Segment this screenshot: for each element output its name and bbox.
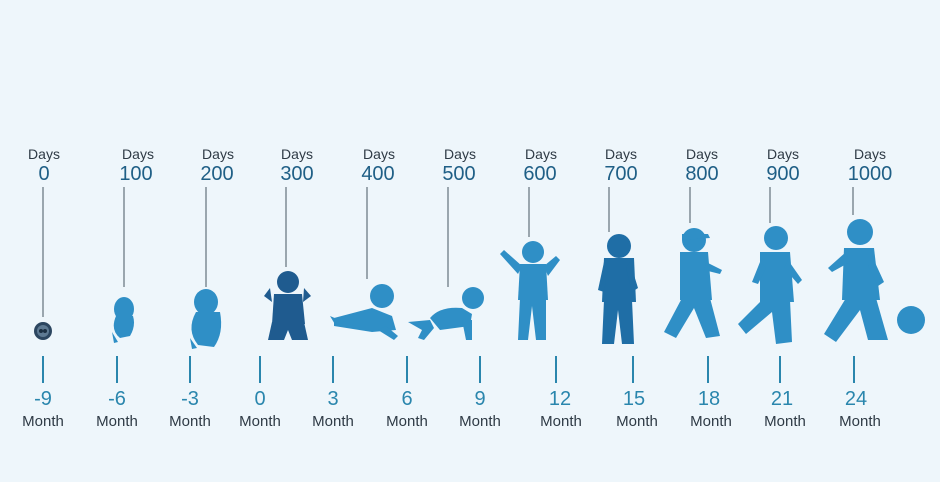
month-value: 0: [254, 388, 266, 410]
days-value: 700: [604, 163, 638, 185]
lying-baby-icon: [330, 284, 398, 340]
days-label: Days: [605, 146, 637, 162]
days-value: 1000: [847, 163, 893, 185]
days-value: 800: [685, 163, 719, 185]
day-connector-line: [447, 187, 449, 287]
month-value: -6: [108, 388, 126, 410]
day-connector-line: [285, 187, 287, 267]
days-value: 900: [766, 163, 800, 185]
days-value: 200: [200, 163, 234, 185]
month-label: Month: [459, 413, 501, 430]
month-label: Month: [839, 413, 881, 430]
month-value: 18: [697, 388, 721, 410]
month-tick: [189, 356, 191, 383]
crawling-baby-icon: [408, 287, 484, 340]
month-label: Month: [22, 413, 64, 430]
month-label: Month: [239, 413, 281, 430]
month-value: 21: [770, 388, 794, 410]
month-label: Month: [312, 413, 354, 430]
day-connector-line: [123, 187, 125, 287]
standing-toddler-icon: [598, 234, 638, 344]
month-value: 12: [548, 388, 572, 410]
month-value: -9: [34, 388, 52, 410]
month-label: Month: [96, 413, 138, 430]
day-connector-line: [205, 187, 207, 287]
month-label: Month: [386, 413, 428, 430]
month-tick: [259, 356, 261, 383]
embryo-icon: [34, 322, 52, 340]
day-connector-line: [528, 187, 530, 237]
month-value: 3: [327, 388, 339, 410]
month-tick: [479, 356, 481, 383]
walking-toddler-icon: [824, 219, 888, 342]
month-tick: [42, 356, 44, 383]
days-label: Days: [363, 146, 395, 162]
month-label: Month: [616, 413, 658, 430]
day-connector-line: [852, 187, 854, 215]
day-connector-line: [769, 187, 771, 223]
day-connector-line: [42, 187, 44, 317]
day-connector-line: [689, 187, 691, 223]
days-value: 600: [523, 163, 557, 185]
days-value: 100: [119, 163, 153, 185]
month-tick: [779, 356, 781, 383]
month-value: 15: [622, 388, 646, 410]
days-label: Days: [854, 146, 886, 162]
days-label: Days: [444, 146, 476, 162]
month-value: 24: [844, 388, 868, 410]
month-tick: [632, 356, 634, 383]
month-value: 6: [401, 388, 413, 410]
walking-toddler-icon: [664, 228, 722, 338]
month-label: Month: [690, 413, 732, 430]
month-tick: [116, 356, 118, 383]
days-value: 400: [361, 163, 395, 185]
days-label: Days: [122, 146, 154, 162]
days-label: Days: [28, 146, 60, 162]
days-value: 300: [280, 163, 314, 185]
walking-toddler-icon: [738, 226, 802, 344]
month-label: Month: [764, 413, 806, 430]
month-label: Month: [169, 413, 211, 430]
day-connector-line: [608, 187, 610, 232]
month-tick: [406, 356, 408, 383]
month-tick: [332, 356, 334, 383]
days-value: 0: [38, 163, 50, 185]
days-label: Days: [281, 146, 313, 162]
standing-toddler-icon: [500, 241, 560, 340]
month-tick: [707, 356, 709, 383]
month-value: -3: [181, 388, 199, 410]
month-value: 9: [474, 388, 486, 410]
month-label: Month: [540, 413, 582, 430]
sitting-baby-icon: [264, 271, 311, 340]
days-label: Days: [686, 146, 718, 162]
days-label: Days: [525, 146, 557, 162]
fetus-large-icon: [190, 289, 222, 349]
month-tick: [555, 356, 557, 383]
month-tick: [853, 356, 855, 383]
days-value: 500: [442, 163, 476, 185]
days-label: Days: [202, 146, 234, 162]
days-label: Days: [767, 146, 799, 162]
day-connector-line: [366, 187, 368, 279]
fetus-small-icon: [112, 297, 134, 343]
ball-icon: [897, 306, 925, 334]
